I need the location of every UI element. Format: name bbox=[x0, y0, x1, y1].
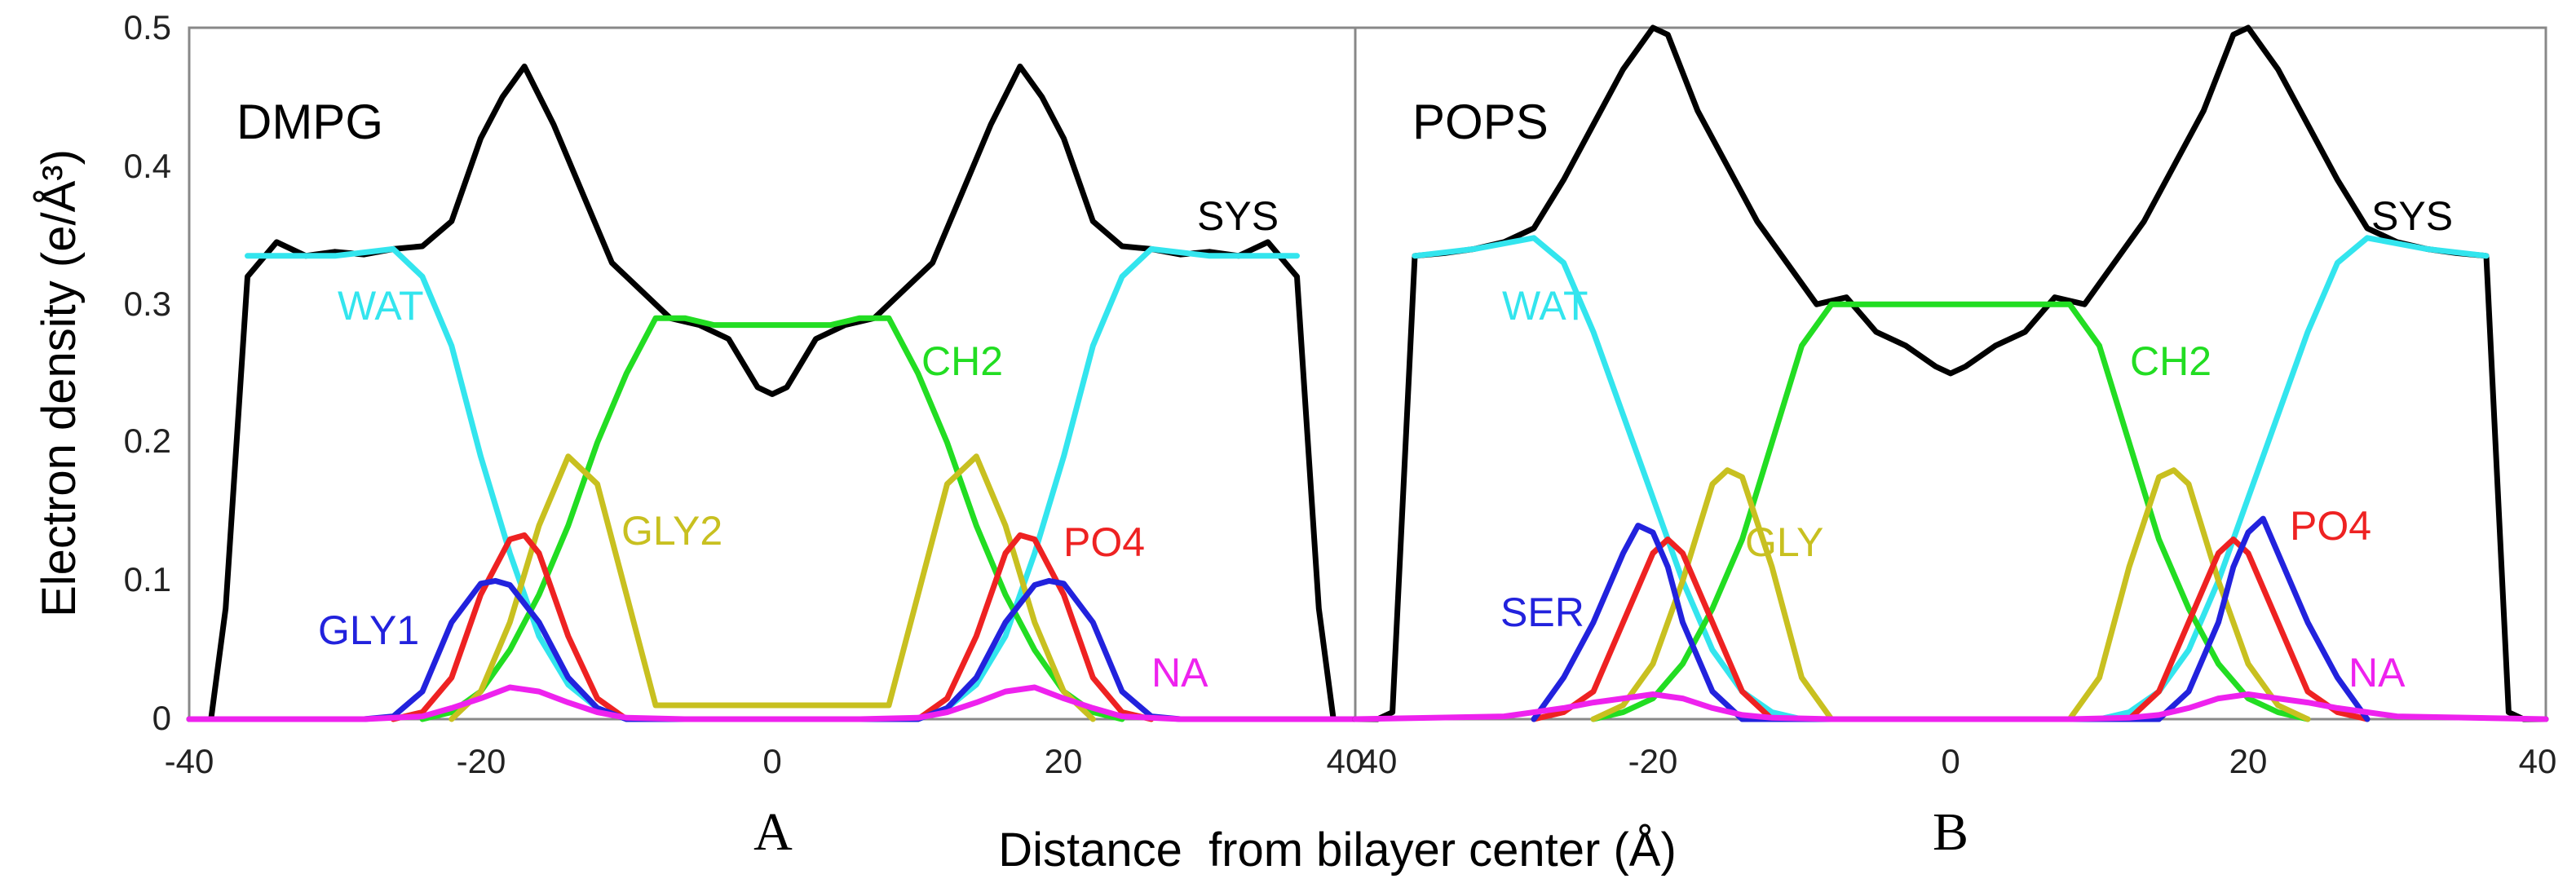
x-tick-label: 40 bbox=[1359, 742, 1398, 780]
y-tick-labels: 0 0.1 0.2 0.3 0.4 0.5 bbox=[124, 8, 171, 737]
x-tick-label: -20 bbox=[457, 742, 506, 780]
y-tick-label: 0.2 bbox=[124, 422, 171, 460]
y-tick-label: 0.1 bbox=[124, 560, 171, 598]
series-label-ch2: CH2 bbox=[921, 338, 1003, 384]
x-tick-label: 20 bbox=[1045, 742, 1083, 780]
panel-b-na-line bbox=[1352, 691, 2549, 722]
panel-b-series-labels: SYS WAT CH2 GLY PO4 SER NA bbox=[1500, 193, 2453, 695]
panel-a-title: DMPG bbox=[236, 95, 383, 149]
series-label-wat: WAT bbox=[1502, 283, 1588, 329]
panel-b-plot bbox=[1352, 24, 2549, 722]
series-label-gly1: GLY1 bbox=[318, 607, 419, 653]
panel-a-ch2-line bbox=[419, 315, 1125, 722]
series-label-gly: GLY bbox=[1745, 519, 1823, 565]
series-label-gly2: GLY2 bbox=[621, 508, 722, 554]
series-label-sys: SYS bbox=[2371, 193, 2453, 239]
series-label-po4: PO4 bbox=[2290, 503, 2371, 549]
panel-b-letter: B bbox=[1933, 802, 1968, 862]
x-tick-label: 40 bbox=[2519, 742, 2557, 780]
series-label-na: NA bbox=[1151, 650, 1208, 695]
series-label-ch2: CH2 bbox=[2130, 338, 2211, 384]
series-label-po4: PO4 bbox=[1063, 519, 1145, 565]
panel-a-series-labels: SYS WAT CH2 GLY2 PO4 GLY1 NA bbox=[318, 193, 1279, 695]
x-tick-label: 40 bbox=[1327, 742, 1365, 780]
x-tick-label: 0 bbox=[762, 742, 781, 780]
series-label-wat: WAT bbox=[338, 283, 424, 329]
x-tick-label: -20 bbox=[1628, 742, 1678, 780]
panel-a-na-line bbox=[186, 684, 1359, 722]
panel-b-x-tick-labels: 40 -20 0 20 40 bbox=[1359, 742, 2557, 780]
panel-b-ch2-line bbox=[1590, 301, 2311, 722]
x-axis-title: Distance from bilayer center (Å) bbox=[998, 824, 1677, 877]
series-label-sys: SYS bbox=[1197, 193, 1279, 239]
panel-a-x-tick-labels: -40 -20 0 20 40 bbox=[165, 742, 1365, 780]
x-tick-label: 20 bbox=[2229, 742, 2268, 780]
x-tick-label: 0 bbox=[1941, 742, 1960, 780]
panel-b-title: POPS bbox=[1412, 95, 1549, 149]
y-tick-label: 0.4 bbox=[124, 147, 171, 185]
y-tick-label: 0.3 bbox=[124, 285, 171, 323]
panel-a-gly2-line bbox=[448, 453, 1096, 722]
y-tick-label: 0.5 bbox=[124, 8, 171, 46]
panel-a-plot bbox=[186, 64, 1359, 722]
y-axis-title: Electron density (e/Å³) bbox=[33, 149, 86, 617]
x-tick-label: -40 bbox=[165, 742, 214, 780]
panel-b-sys-line bbox=[1352, 24, 2549, 722]
series-label-ser: SER bbox=[1500, 590, 1584, 635]
panel-a-letter: A bbox=[753, 802, 793, 862]
series-label-na: NA bbox=[2348, 650, 2406, 695]
y-tick-label: 0 bbox=[152, 699, 171, 737]
